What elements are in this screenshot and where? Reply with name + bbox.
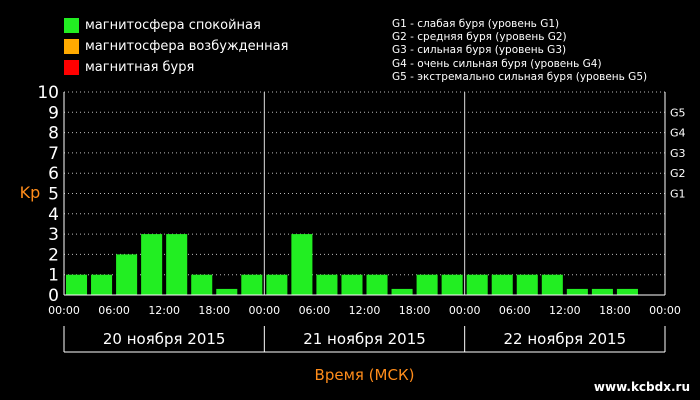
g-level-tick-label: G3	[670, 147, 686, 160]
legend-item-storm: магнитная буря	[64, 57, 288, 78]
kp-bar	[416, 274, 438, 295]
g-level-tick-label: G2	[670, 167, 686, 180]
kp-bar	[591, 288, 613, 295]
y-tick-label: 6	[48, 164, 59, 184]
legend-label: магнитосфера спокойная	[85, 18, 261, 33]
x-tick-label: 18:00	[399, 304, 431, 317]
kp-bar	[166, 234, 188, 295]
kp-bar	[366, 274, 388, 295]
x-tick-label: 00:00	[48, 304, 80, 317]
kp-bar	[466, 274, 488, 295]
y-tick-label: 2	[48, 245, 59, 265]
x-tick-label: 06:00	[98, 304, 130, 317]
kp-bar	[491, 274, 513, 295]
x-axis-title: Время (МСК)	[315, 366, 415, 384]
day-label: 20 ноября 2015	[103, 330, 226, 348]
kp-bar	[291, 234, 313, 295]
y-tick-label: 7	[48, 144, 59, 164]
g-level-tick-label: G5	[670, 106, 686, 119]
kp-bar	[541, 274, 563, 295]
g-legend-item: G2 - средняя буря (уровень G2)	[392, 31, 567, 44]
legend-swatch-quiet	[64, 18, 79, 33]
kp-bar	[91, 274, 113, 295]
kp-bar	[191, 274, 213, 295]
kp-bar	[216, 288, 238, 295]
x-tick-label: 12:00	[549, 304, 581, 317]
day-label: 22 ноября 2015	[504, 330, 627, 348]
kp-bar	[391, 288, 413, 295]
x-tick-label: 18:00	[599, 304, 631, 317]
y-tick-label: 8	[48, 124, 59, 144]
kp-bar	[341, 274, 363, 295]
g-legend-item: G5 - экстремально сильная буря (уровень …	[392, 70, 648, 83]
y-tick-label: 3	[48, 225, 59, 245]
kp-bar	[66, 274, 88, 295]
site-watermark: www.kcbdx.ru	[593, 380, 690, 394]
kp-bar	[116, 254, 138, 295]
x-tick-label: 00:00	[248, 304, 280, 317]
kp-bar	[316, 274, 338, 295]
x-tick-label: 12:00	[148, 304, 180, 317]
legend-label: магнитосфера возбужденная	[85, 39, 289, 54]
y-tick-label: 0	[48, 286, 59, 306]
kp-bar	[266, 274, 288, 295]
x-tick-label: 12:00	[349, 304, 381, 317]
kp-bar	[616, 288, 638, 295]
y-tick-label: 4	[48, 205, 59, 225]
x-tick-label: 18:00	[198, 304, 230, 317]
g-legend-item: G4 - очень сильная буря (уровень G4)	[392, 57, 602, 70]
x-tick-label: 06:00	[299, 304, 331, 317]
y-tick-label: 5	[48, 185, 59, 205]
status-legend: магнитосфера спокойная магнитосфера возб…	[64, 15, 288, 78]
day-label: 21 ноября 2015	[303, 330, 426, 348]
storm-level-legend: G1 - слабая буря (уровень G1) G2 - средн…	[392, 18, 647, 84]
x-tick-label: 06:00	[499, 304, 531, 317]
y-axis-title: Kp	[20, 183, 41, 202]
g-level-tick-label: G1	[670, 188, 686, 201]
y-tick-label: 1	[48, 266, 59, 286]
legend-swatch-storm	[64, 60, 79, 75]
kp-bar	[516, 274, 538, 295]
g-legend-item: G3 - сильная буря (уровень G3)	[392, 44, 567, 57]
y-tick-label: 9	[48, 103, 59, 123]
y-tick-label: 10	[37, 83, 59, 103]
g-level-tick-label: G4	[670, 127, 686, 140]
legend-item-excited: магнитосфера возбужденная	[64, 36, 288, 57]
legend-label: магнитная буря	[85, 60, 195, 75]
legend-item-quiet: магнитосфера спокойная	[64, 15, 288, 36]
legend-swatch-excited	[64, 39, 79, 54]
kp-bar	[441, 274, 463, 295]
kp-bar	[141, 234, 163, 295]
x-tick-label: 00:00	[649, 304, 681, 317]
g-legend-item: G1 - слабая буря (уровень G1)	[392, 18, 560, 30]
kp-bar	[566, 288, 588, 295]
kp-bar	[241, 274, 263, 295]
x-tick-label: 00:00	[449, 304, 481, 317]
